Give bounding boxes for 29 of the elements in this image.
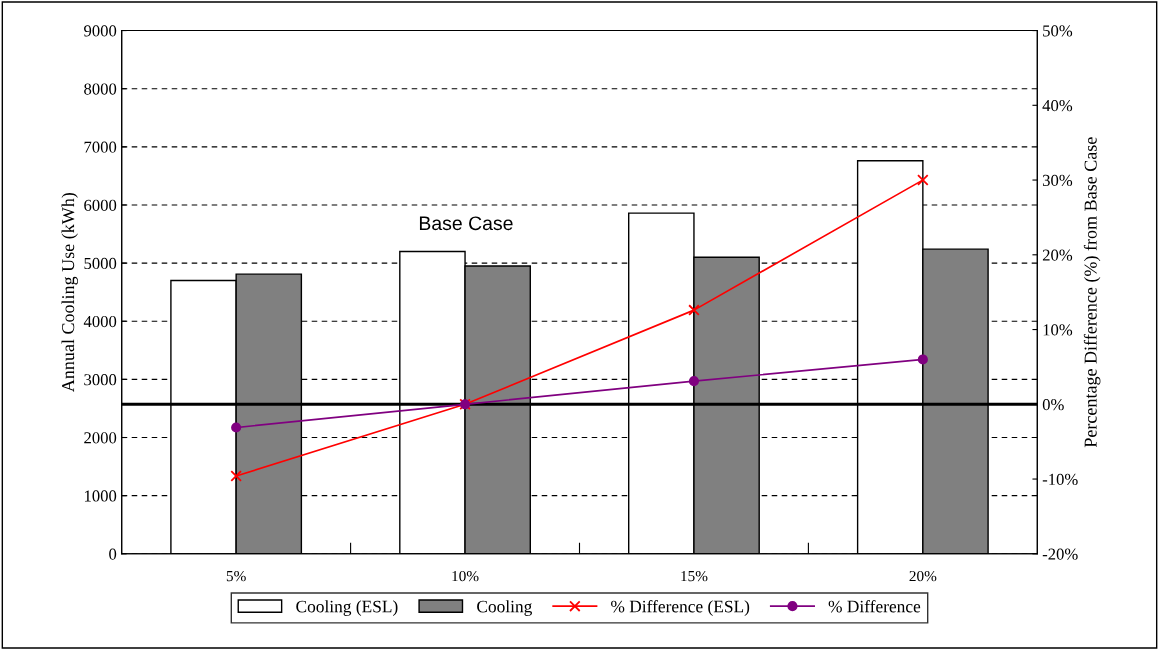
y2-tick-label: 20% xyxy=(1042,249,1073,261)
y2-tick-label: 30% xyxy=(1042,174,1073,187)
y2-tick-label: 10% xyxy=(1043,324,1073,336)
x-tick-label: 15% xyxy=(681,570,708,582)
y2-tick-label: 0% xyxy=(1042,399,1064,411)
x-tick-label: 5% xyxy=(226,570,246,582)
y-tick-label: 0 xyxy=(109,548,117,560)
y2-tick-label: 40% xyxy=(1042,100,1073,112)
y2-tick-label: -20% xyxy=(1042,548,1078,560)
y-tick-label: 1000 xyxy=(84,490,117,502)
y-tick-label: 8000 xyxy=(84,83,117,95)
y-tick-label: 6000 xyxy=(84,199,117,211)
y-tick-label: 3000 xyxy=(84,374,117,386)
legend-label: % Difference (ESL) xyxy=(611,599,750,616)
y2-tick-label: -10% xyxy=(1042,473,1078,486)
y-axis-title: Annual Cooling Use (kWh) xyxy=(61,192,78,393)
y-tick-label: 4000 xyxy=(83,315,117,328)
x-tick-label: 10% xyxy=(452,570,479,582)
legend-label: Cooling (ESL) xyxy=(296,600,398,616)
x-tick-label: 20% xyxy=(909,570,937,582)
y-tick-label: 5000 xyxy=(84,257,117,270)
y2-tick-label: 50% xyxy=(1043,25,1073,37)
y-tick-label: 7000 xyxy=(84,141,117,153)
annotation: Base Case xyxy=(419,216,513,231)
legend-label: Cooling xyxy=(477,600,532,616)
y-tick-label: 2000 xyxy=(84,432,117,444)
legend-label: % Difference xyxy=(828,599,921,613)
y2-axis-title: Percentage Difference (%) from Base Case xyxy=(1083,137,1101,448)
y-tick-label: 9000 xyxy=(84,25,117,37)
